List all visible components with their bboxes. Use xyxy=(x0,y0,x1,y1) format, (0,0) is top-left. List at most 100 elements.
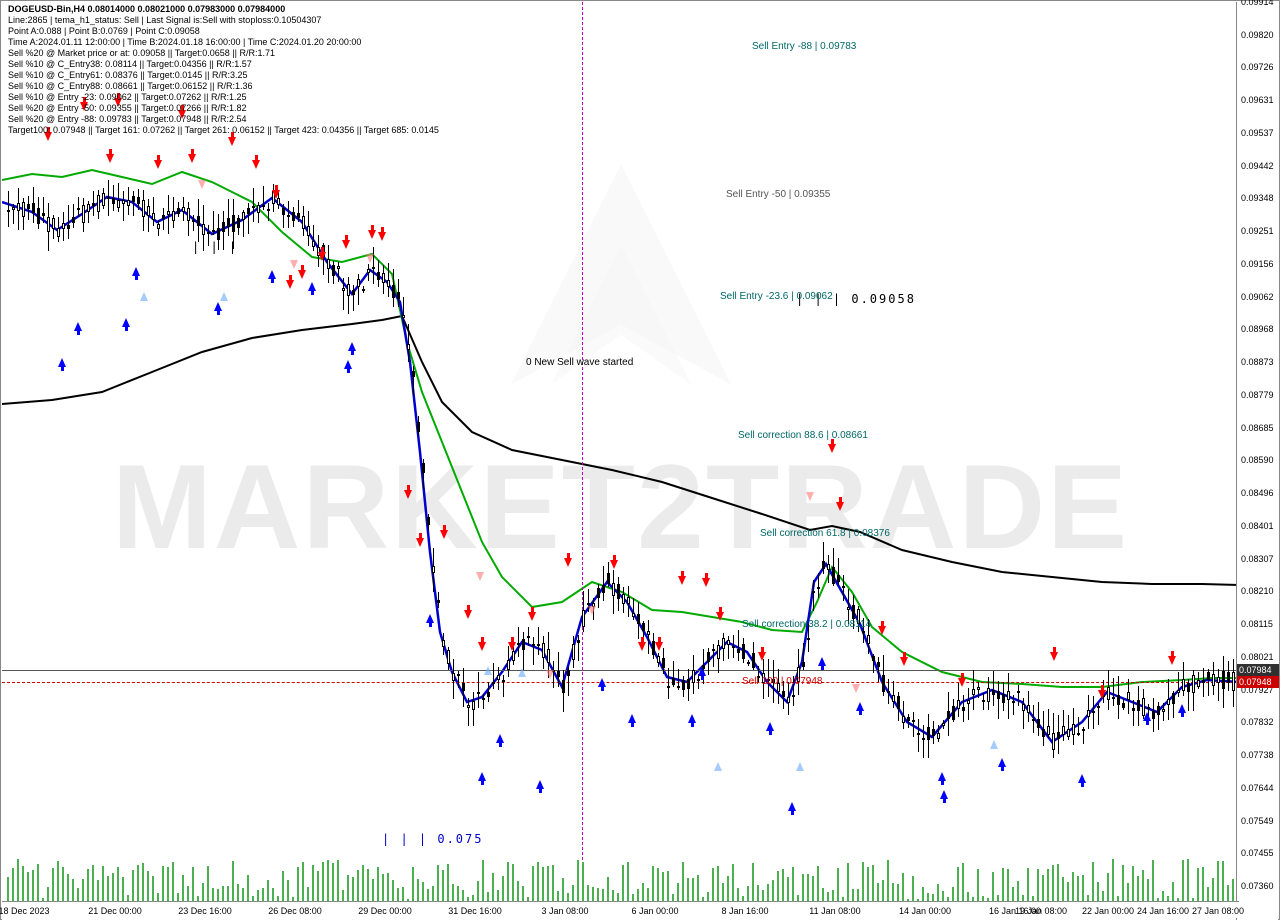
y-axis-tick: 0.09251 xyxy=(1241,226,1274,236)
volume-bar xyxy=(347,875,349,903)
sell-arrow-hollow-icon xyxy=(290,260,298,269)
volume-bar xyxy=(477,881,479,903)
y-axis-tick: 0.09631 xyxy=(1241,95,1274,105)
volume-bar xyxy=(607,877,609,903)
volume-bar xyxy=(1097,882,1099,903)
sell-arrow-icon xyxy=(655,642,663,651)
y-axis-tick: 0.08021 xyxy=(1241,652,1274,662)
volume-bar xyxy=(122,877,124,903)
volume-bar xyxy=(172,862,174,903)
volume-bar xyxy=(152,876,154,903)
volume-bar xyxy=(32,870,34,903)
volume-bar xyxy=(312,865,314,903)
volume-bar xyxy=(57,861,59,903)
volume-bar xyxy=(317,871,319,903)
buy-arrow-icon xyxy=(698,667,706,676)
chart-annotation: | | | xyxy=(192,240,238,254)
volume-bar xyxy=(62,867,64,903)
volume-bar xyxy=(352,877,354,903)
chart-annotation: Sell Entry -88 | 0.09783 xyxy=(752,41,856,52)
buy-arrow-hollow-icon xyxy=(220,292,228,301)
volume-bar xyxy=(627,862,629,903)
y-axis-tick: 0.09062 xyxy=(1241,292,1274,302)
volume-bar xyxy=(962,863,964,903)
volume-bar xyxy=(147,871,149,903)
sell-arrow-icon xyxy=(610,560,618,569)
y-axis-tick: 0.08115 xyxy=(1241,619,1273,629)
chart-annotation: Sell Entry -50 | 0.09355 xyxy=(726,189,830,200)
sell-arrow-hollow-icon xyxy=(198,180,206,189)
x-axis-tick: 24 Jan 16:00 xyxy=(1137,906,1189,916)
volume-bar xyxy=(1092,862,1094,903)
volume-bar xyxy=(1142,870,1144,903)
y-axis-tick: 0.07644 xyxy=(1241,783,1274,793)
volume-bar xyxy=(782,869,784,903)
volume-bar xyxy=(97,880,99,903)
sell-arrow-icon xyxy=(272,190,280,199)
volume-bar xyxy=(537,862,539,903)
volume-bar xyxy=(267,880,269,903)
volume-bar xyxy=(807,874,809,903)
chart-annotation: | | | 0.075 xyxy=(382,832,483,846)
sell-arrow-icon xyxy=(404,490,412,499)
y-axis-tick: 0.08685 xyxy=(1241,423,1274,433)
watermark-logo xyxy=(471,125,771,430)
x-axis-tick: 11 Jan 08:00 xyxy=(809,906,860,916)
y-axis-tick: 0.09156 xyxy=(1241,259,1274,269)
x-axis-tick: 27 Jan 08:00 xyxy=(1192,906,1244,916)
sell-arrow-icon xyxy=(286,280,294,289)
y-axis-tick: 0.07832 xyxy=(1241,717,1274,727)
buy-arrow-icon xyxy=(478,772,486,781)
x-axis-tick: 21 Dec 00:00 xyxy=(88,906,142,916)
sell-arrow-icon xyxy=(298,270,306,279)
volume-bar xyxy=(867,867,869,903)
price-line xyxy=(2,682,1239,683)
volume-bar xyxy=(167,867,169,903)
volume-bar xyxy=(677,883,679,903)
volume-bar xyxy=(502,876,504,903)
volume-bar xyxy=(1112,859,1114,903)
volume-bar xyxy=(192,867,194,903)
header-info-line: Time A:2024.01.11 12:00:00 | Time B:2024… xyxy=(8,37,439,48)
volume-bar xyxy=(547,866,549,903)
buy-arrow-icon xyxy=(628,714,636,723)
chart-annotation: Sell correction 88.6 | 0.08661 xyxy=(738,430,868,441)
volume-bar xyxy=(1037,869,1039,903)
volume-bar xyxy=(282,871,284,903)
volume-bar xyxy=(902,873,904,903)
y-axis-tick: 0.09726 xyxy=(1241,62,1274,72)
volume-bar xyxy=(437,865,439,903)
buy-arrow-icon xyxy=(998,758,1006,767)
volume-bar xyxy=(442,870,444,903)
volume-bar xyxy=(357,870,359,903)
volume-bar xyxy=(957,867,959,904)
volume-bar xyxy=(447,864,449,903)
volume-bar xyxy=(1172,882,1174,903)
sell-arrow-icon xyxy=(252,160,260,169)
volume-bar xyxy=(812,876,814,903)
sell-arrow-icon xyxy=(900,657,908,666)
volume-bar xyxy=(892,883,894,903)
sell-arrow-icon xyxy=(702,578,710,587)
volume-bar xyxy=(1007,869,1009,903)
buy-arrow-icon xyxy=(344,360,352,369)
volume-bar xyxy=(697,875,699,903)
sell-arrow-icon xyxy=(1050,652,1058,661)
chart-plot-area[interactable]: MARKET2TRADE Sell Entry -88 | 0.09783Sel… xyxy=(2,2,1239,920)
volume-bar xyxy=(1222,861,1224,903)
buy-arrow-icon xyxy=(1178,704,1186,713)
volume-bar xyxy=(382,874,384,903)
sell-arrow-icon xyxy=(758,652,766,661)
buy-arrow-icon xyxy=(58,358,66,367)
vertical-time-line xyxy=(582,2,583,900)
volume-bar xyxy=(582,862,584,903)
volume-bar xyxy=(1062,877,1064,903)
volume-bar xyxy=(207,866,209,903)
volume-bar xyxy=(1077,876,1079,904)
volume-bar xyxy=(137,865,139,903)
volume-bar xyxy=(232,861,234,903)
sell-arrow-icon xyxy=(678,576,686,585)
volume-bar xyxy=(732,864,734,903)
y-axis-tick: 0.09348 xyxy=(1241,193,1274,203)
sell-arrow-icon xyxy=(1168,656,1176,665)
